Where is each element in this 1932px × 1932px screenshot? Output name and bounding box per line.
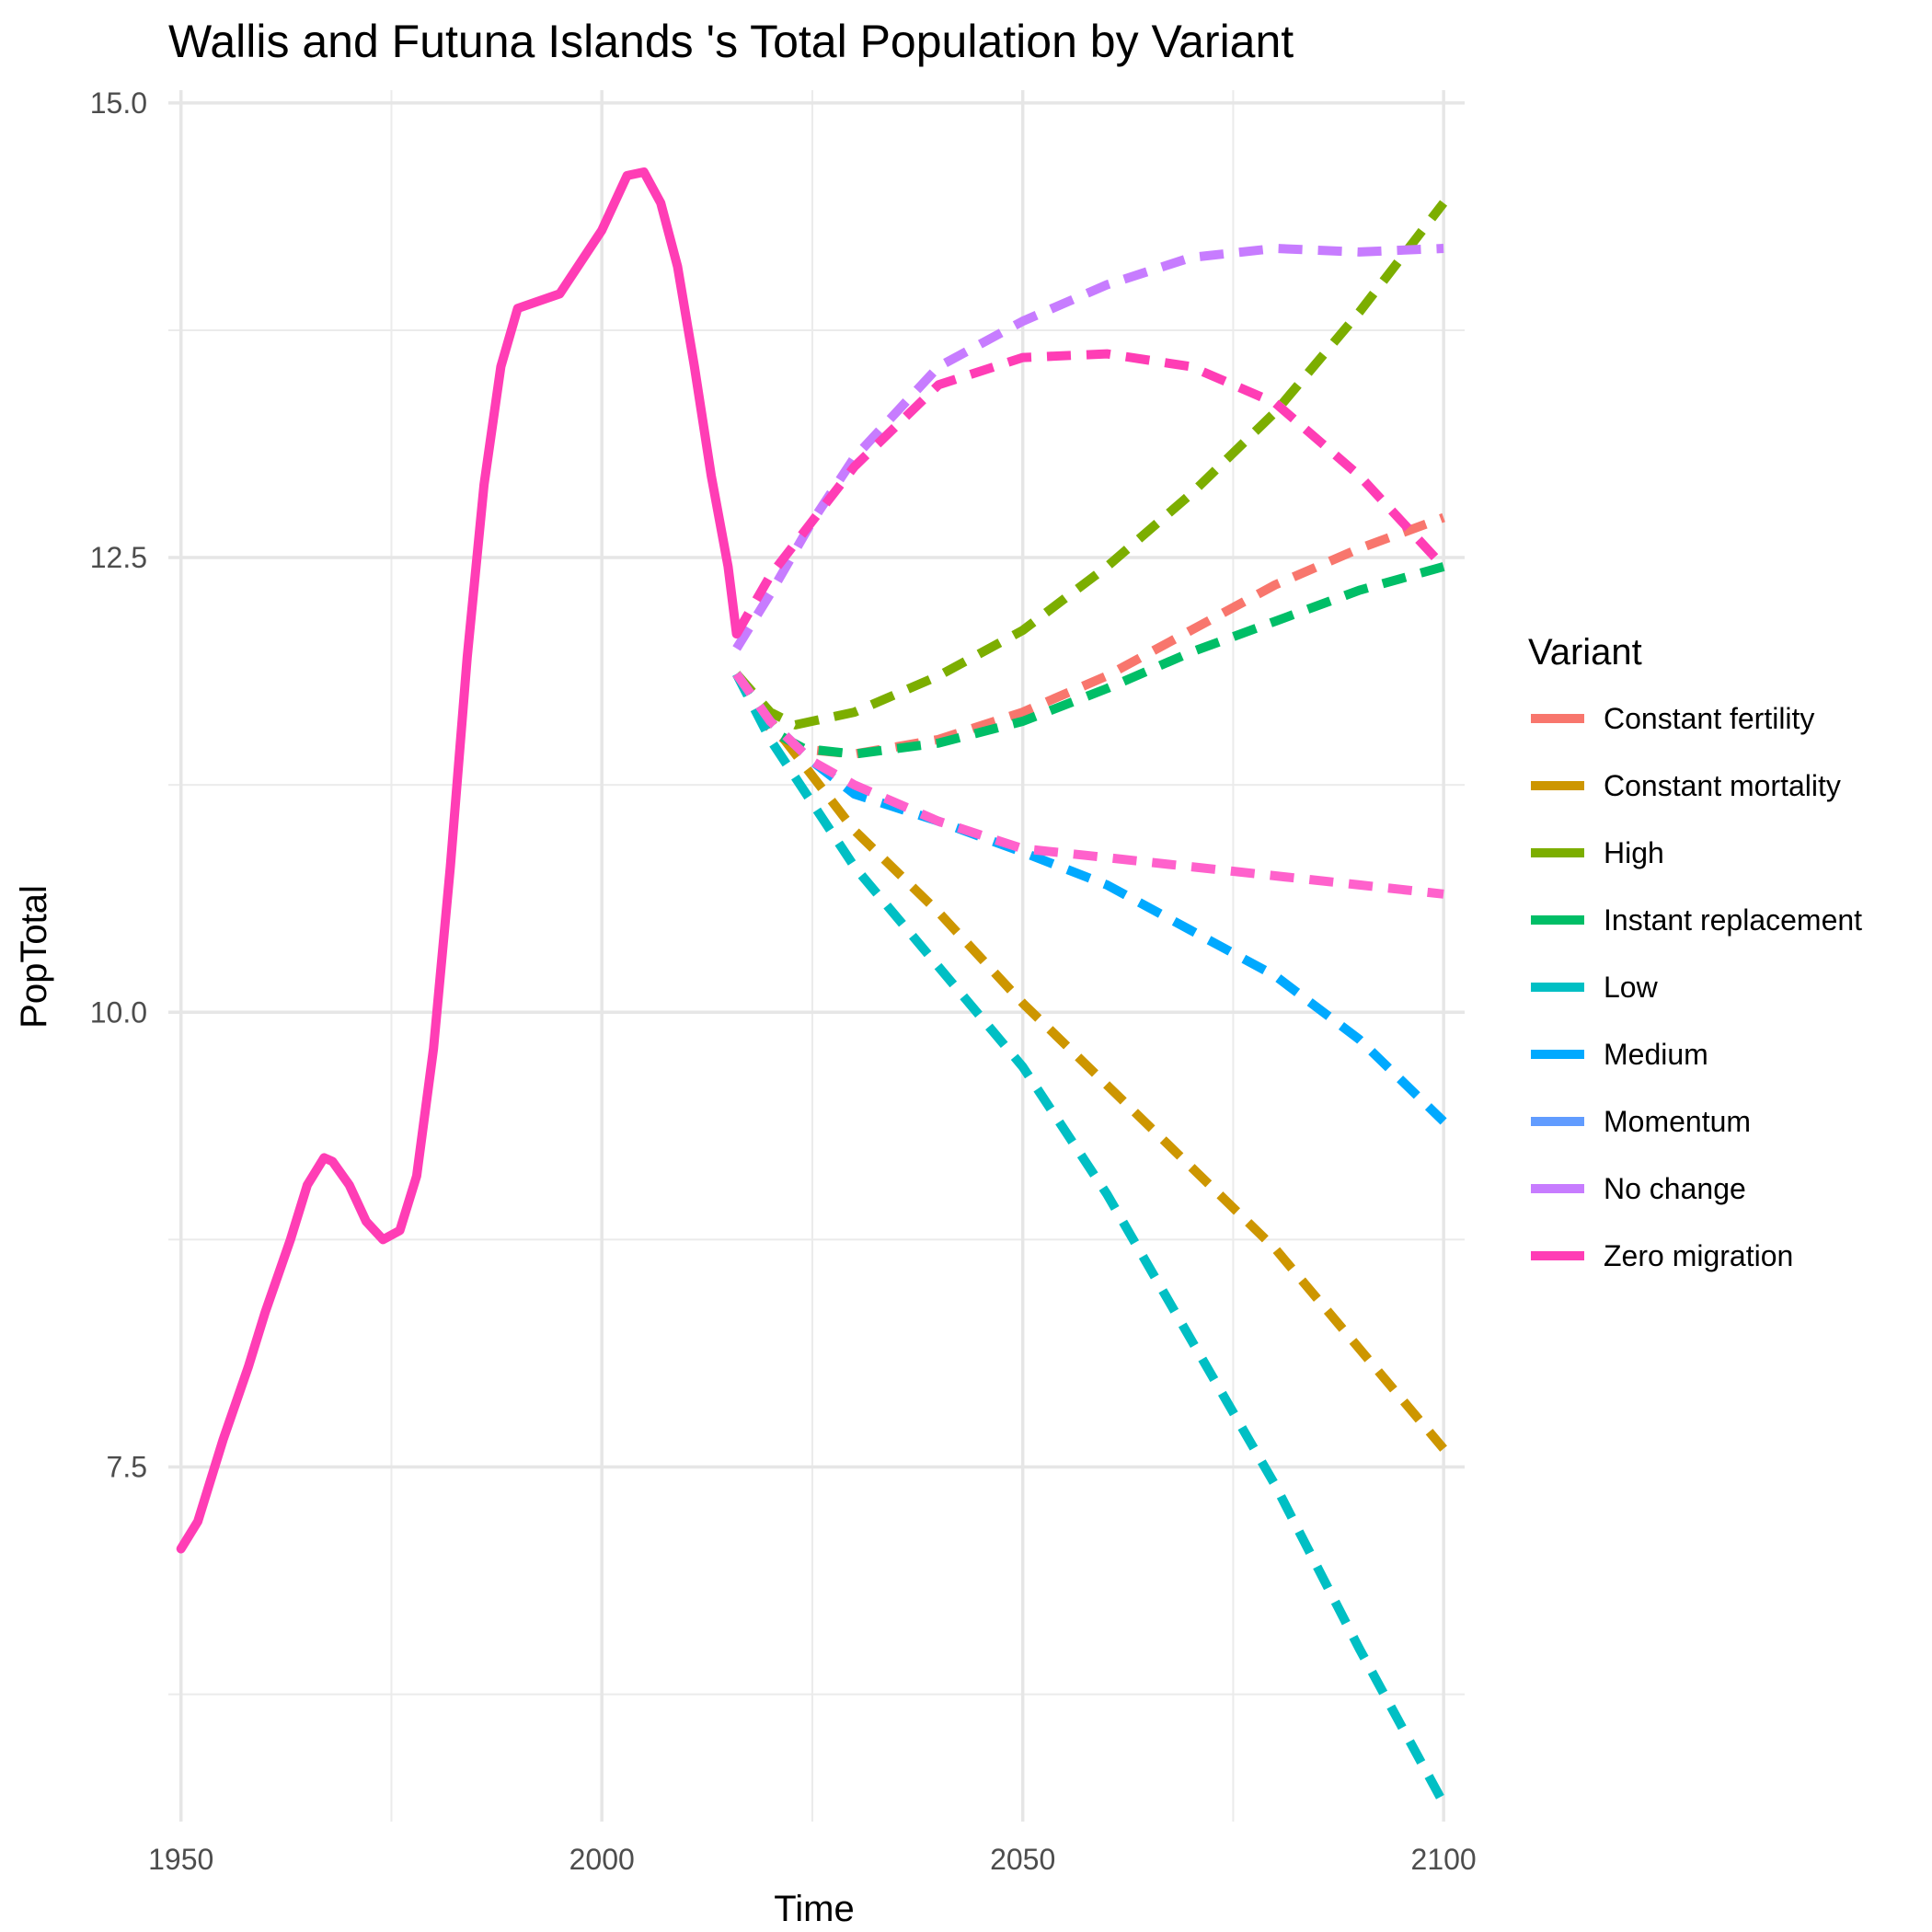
y-tick-label: 7.5 xyxy=(107,1451,147,1484)
chart-title: Wallis and Futuna Islands 's Total Popul… xyxy=(168,16,1294,67)
series-line-zero-migration-estimates xyxy=(176,167,742,1554)
y-axis-tick-labels: 7.5 10.0 12.5 15.0 xyxy=(90,86,147,1484)
legend-label-low: Low xyxy=(1604,971,1659,1004)
series-line-zero-migration-projection xyxy=(732,349,1447,637)
legend-items: Constant fertility Constant mortality High… xyxy=(1531,702,1862,1272)
legend-label-constant-mortality: Constant mortality xyxy=(1604,769,1841,802)
y-axis-title: PopTotal xyxy=(14,885,54,1029)
legend-label-instant-replacement: Instant replacement xyxy=(1604,903,1862,937)
series-line-momentum-projection xyxy=(732,244,1444,651)
legend-label-constant-fertility: Constant fertility xyxy=(1604,702,1814,735)
x-tick-label: 2050 xyxy=(990,1843,1055,1876)
x-axis-title: Time xyxy=(774,1889,854,1929)
legend: Variant Constant fertility Constant morta… xyxy=(1528,632,1862,1272)
major-gridlines xyxy=(168,90,1465,1822)
x-tick-label: 2000 xyxy=(569,1843,635,1876)
series-line-high-projection xyxy=(732,200,1448,730)
series-lines xyxy=(176,167,1448,1806)
x-tick-label: 1950 xyxy=(148,1843,213,1876)
legend-label-medium: Medium xyxy=(1604,1038,1708,1071)
legend-label-high: High xyxy=(1604,836,1664,869)
legend-label-no-change: No change xyxy=(1604,1172,1746,1205)
legend-label-momentum: Momentum xyxy=(1604,1105,1751,1138)
x-tick-label: 2100 xyxy=(1411,1843,1477,1876)
legend-label-zero-migration: Zero migration xyxy=(1604,1239,1793,1272)
x-axis-tick-labels: 1950 2000 2050 2100 xyxy=(148,1843,1477,1876)
series-line-low-projection xyxy=(732,672,1448,1806)
series-line-no-change-projection xyxy=(732,671,1444,899)
legend-title: Variant xyxy=(1528,632,1642,673)
y-tick-label: 10.0 xyxy=(90,995,147,1029)
series-line-constant-mortality-projection xyxy=(732,671,1447,1452)
y-tick-label: 15.0 xyxy=(90,86,147,120)
y-tick-label: 12.5 xyxy=(90,541,147,574)
